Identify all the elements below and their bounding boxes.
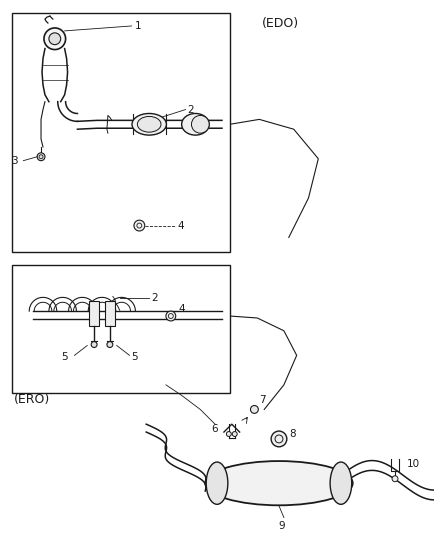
Ellipse shape	[435, 488, 438, 502]
Text: 7: 7	[259, 394, 266, 405]
Ellipse shape	[182, 114, 209, 135]
Circle shape	[44, 28, 66, 50]
Text: 4: 4	[179, 304, 185, 314]
Text: 8: 8	[289, 429, 296, 439]
Ellipse shape	[206, 462, 228, 504]
Bar	[11, 13, 230, 252]
Text: (EDO): (EDO)	[262, 17, 300, 29]
Text: 4: 4	[178, 221, 184, 231]
Ellipse shape	[132, 114, 166, 135]
Text: 10: 10	[407, 459, 420, 469]
Text: (ERO): (ERO)	[14, 393, 50, 406]
Text: 3: 3	[11, 156, 18, 166]
Ellipse shape	[330, 462, 352, 504]
Circle shape	[232, 432, 237, 437]
Circle shape	[107, 342, 113, 348]
Text: 5: 5	[61, 352, 67, 362]
Circle shape	[392, 476, 398, 482]
Circle shape	[166, 311, 176, 321]
Text: 9: 9	[279, 521, 285, 530]
Text: 2: 2	[151, 293, 158, 303]
Circle shape	[49, 33, 61, 45]
Circle shape	[134, 220, 145, 231]
Circle shape	[226, 432, 231, 437]
Bar	[105, 301, 115, 326]
Ellipse shape	[191, 116, 209, 133]
Circle shape	[271, 431, 287, 447]
Circle shape	[37, 153, 45, 160]
Bar	[11, 265, 230, 393]
Bar	[89, 301, 99, 326]
Circle shape	[91, 342, 97, 348]
Text: 2: 2	[187, 104, 194, 115]
Circle shape	[251, 406, 258, 414]
Text: 1: 1	[134, 21, 141, 31]
Text: 5: 5	[131, 352, 138, 362]
Ellipse shape	[138, 116, 161, 132]
Text: 6: 6	[211, 424, 217, 434]
Ellipse shape	[205, 461, 353, 505]
